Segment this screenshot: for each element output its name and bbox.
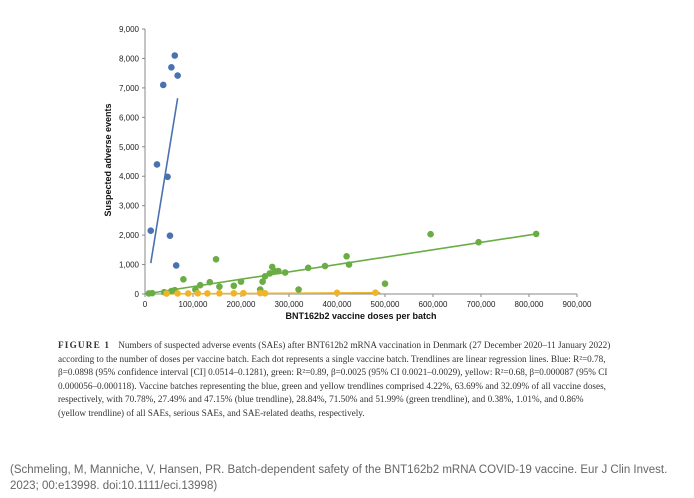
data-point-2 (204, 290, 211, 297)
x-tick-label: 900,000 (563, 300, 592, 309)
data-point-2 (216, 290, 223, 297)
data-point-2 (333, 289, 341, 297)
y-tick-label: 2,000 (119, 231, 140, 240)
data-point-0 (159, 81, 167, 89)
x-tick-label: 600,000 (419, 300, 448, 309)
y-axis-title: Suspected adverse events (103, 103, 113, 216)
data-point-0 (147, 227, 155, 234)
data-point-1 (475, 238, 482, 246)
data-point-2 (256, 289, 264, 297)
data-points (145, 52, 540, 297)
data-point-1 (261, 273, 269, 280)
data-point-2 (240, 289, 247, 297)
data-point-1 (212, 255, 220, 263)
data-point-1 (259, 278, 266, 285)
data-point-0 (174, 72, 181, 79)
data-point-0 (171, 52, 179, 59)
data-point-1 (281, 269, 289, 276)
data-point-2 (174, 290, 181, 297)
x-tick-label: 700,000 (467, 300, 496, 309)
data-point-2 (184, 290, 192, 297)
data-point-1 (230, 282, 238, 290)
citation: (Schmeling, M, Manniche, V, Hansen, PR. … (10, 464, 668, 492)
y-tick-label: 8,000 (119, 54, 140, 63)
y-tick-label: 7,000 (119, 84, 140, 93)
x-tick-label: 500,000 (371, 300, 400, 309)
data-point-2 (163, 290, 170, 297)
y-tick-label: 0 (135, 290, 140, 299)
data-point-1 (216, 283, 223, 290)
y-tick-label: 6,000 (119, 113, 140, 122)
data-point-1 (295, 286, 302, 293)
data-point-1 (304, 264, 312, 272)
data-point-2 (261, 289, 269, 297)
x-tick-label: 800,000 (515, 300, 544, 309)
data-point-0 (172, 262, 180, 269)
data-point-2 (230, 289, 238, 297)
data-point-1 (206, 278, 214, 286)
data-point-1 (381, 280, 389, 287)
x-tick-label: 100,000 (179, 300, 208, 309)
data-point-1 (321, 262, 329, 270)
data-point-2 (194, 289, 202, 297)
data-point-1 (275, 267, 282, 275)
x-tick-label: 0 (143, 300, 148, 309)
scatter-chart: 0 100,000 200,000 300,000 400,000 500,000 600,… (103, 25, 592, 321)
trendline-2 (166, 291, 381, 295)
tick-labels: 0 100,000 200,000 300,000 400,000 500,000 600,… (119, 25, 592, 309)
data-point-2 (372, 289, 379, 296)
data-point-1 (196, 281, 204, 289)
y-tick-label: 5,000 (119, 143, 140, 152)
x-tick-label: 300,000 (275, 300, 304, 309)
x-axis-title: BNT162b2 vaccine doses per batch (285, 311, 436, 321)
data-point-1 (532, 230, 540, 238)
data-point-1 (148, 289, 156, 297)
figure-caption: FIGURE 1 Numbers of suspected adverse eve… (58, 339, 613, 421)
data-point-0 (168, 63, 175, 71)
trendlines (144, 98, 537, 295)
figure-label: FIGURE 1 (58, 340, 111, 350)
y-tick-label: 4,000 (119, 172, 140, 181)
trendline-0 (149, 98, 179, 264)
y-tick-label: 9,000 (119, 25, 140, 34)
data-point-1 (427, 230, 434, 238)
data-point-0 (164, 173, 171, 181)
data-point-1 (345, 261, 353, 268)
data-point-0 (153, 161, 161, 168)
y-tick-label: 1,000 (119, 261, 140, 270)
data-point-1 (343, 253, 350, 260)
chart-axes (142, 28, 578, 297)
y-tick-label: 3,000 (119, 202, 140, 211)
data-point-0 (166, 232, 174, 239)
data-point-1 (237, 278, 245, 285)
x-tick-label: 400,000 (323, 300, 352, 309)
data-point-1 (180, 275, 187, 283)
x-tick-label: 200,000 (227, 300, 256, 309)
figure-caption-text: Numbers of suspected adverse events (SAE… (58, 340, 611, 418)
